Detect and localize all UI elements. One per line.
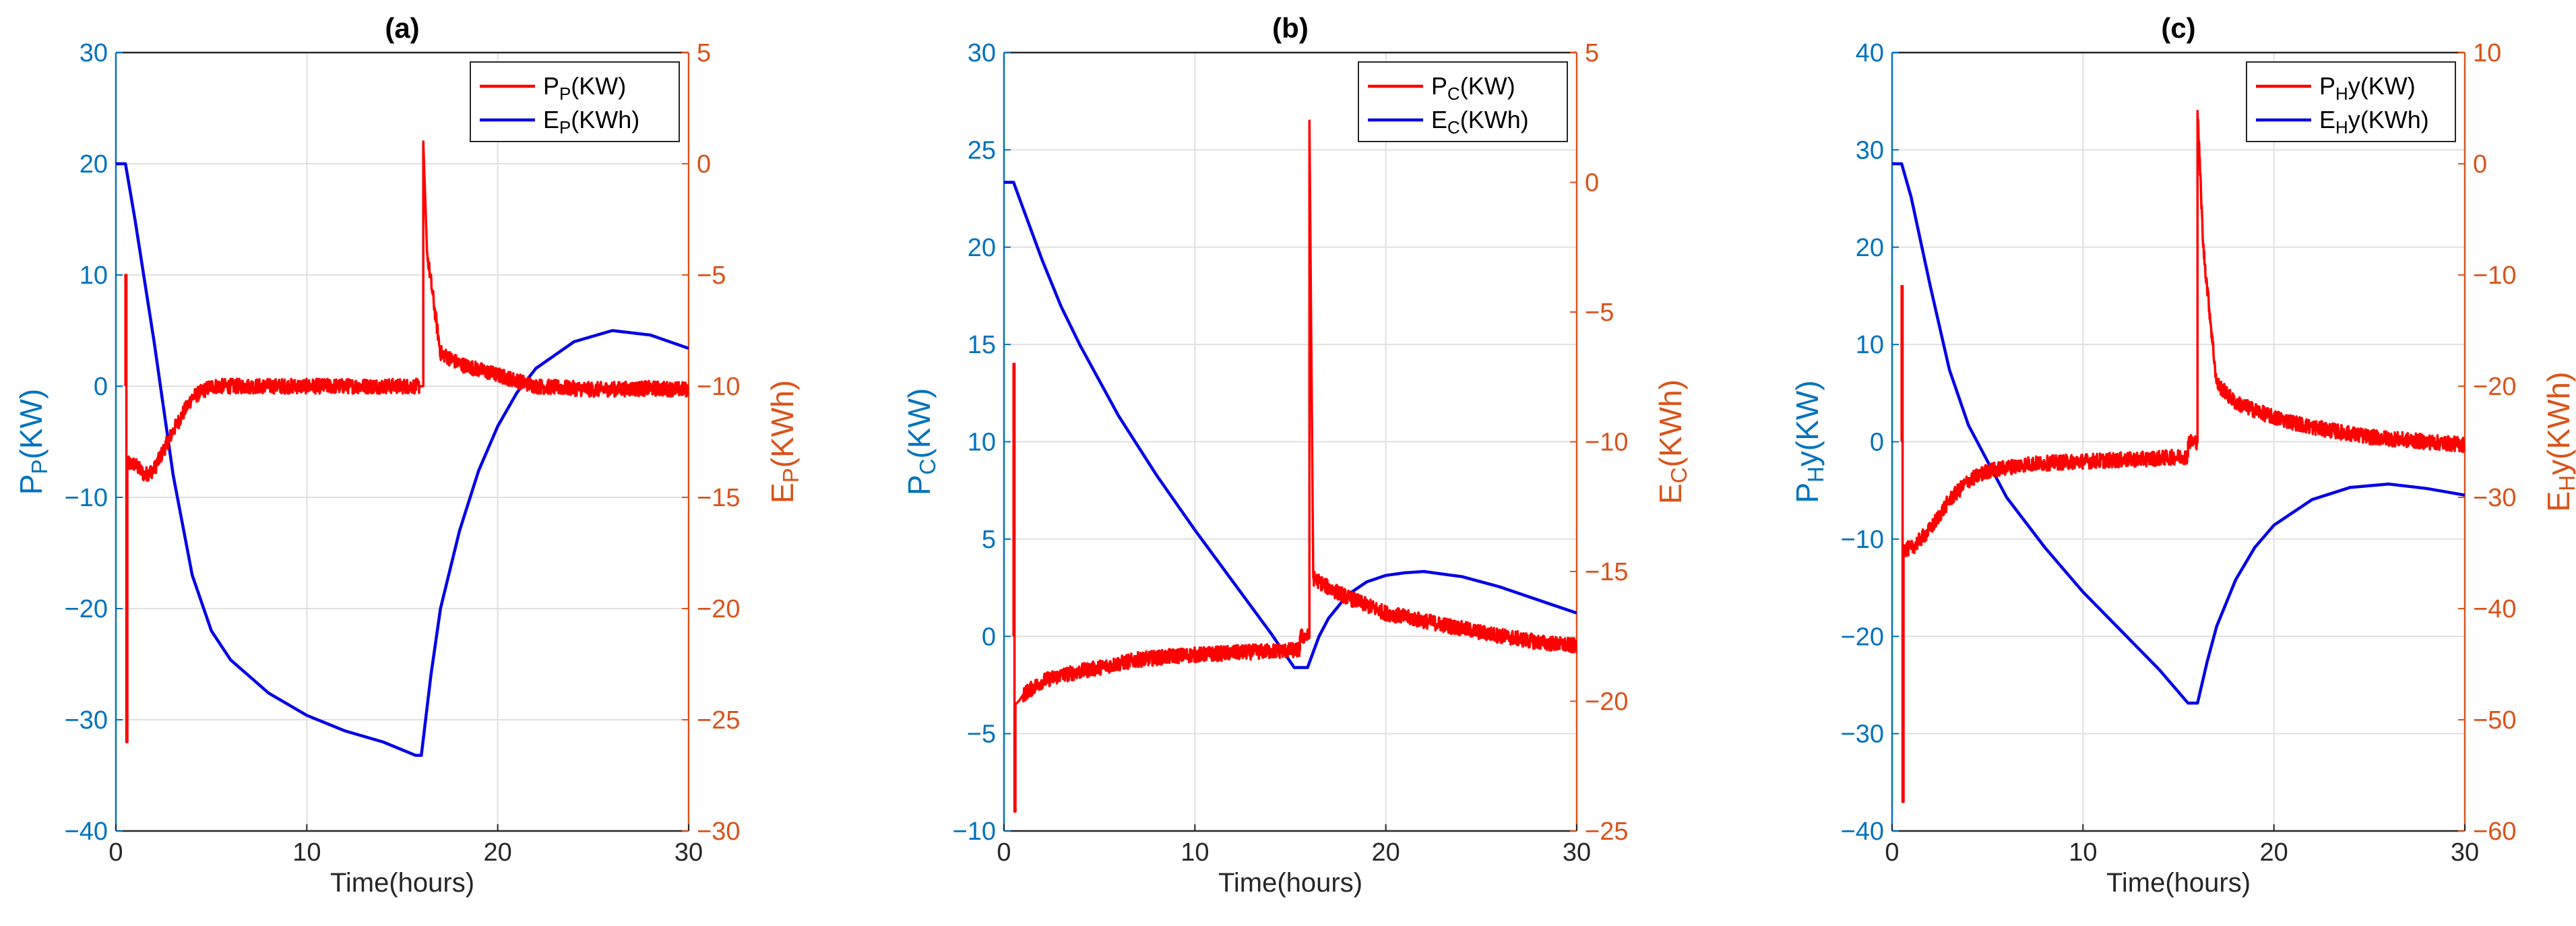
- y-right-tick-label: −40: [2473, 595, 2516, 623]
- plot-area: [1892, 109, 2465, 803]
- y-left-tick-label: 5: [982, 526, 996, 554]
- y-right-tick-label: −10: [697, 373, 740, 401]
- y-axis-right-label: EC(KWh): [1653, 379, 1692, 504]
- chart-title: (c): [2161, 12, 2195, 44]
- y-left-tick-label: 20: [80, 150, 108, 179]
- y-axis-right-label: EHy(KWh): [2541, 372, 2576, 512]
- y-right-tick-label: 10: [2473, 39, 2501, 67]
- y-left-tick-label: 40: [1856, 39, 1884, 67]
- y-right-tick-label: 5: [1585, 39, 1599, 67]
- y-left-tick-label: −20: [1841, 623, 1884, 651]
- x-tick-label: 30: [1563, 838, 1591, 867]
- x-tick-label: 0: [1885, 838, 1899, 867]
- y-left-tick-label: 10: [80, 261, 108, 290]
- y-right-tick-label: −25: [697, 706, 740, 735]
- y-right-tick-label: −15: [1585, 558, 1628, 586]
- y-right-tick-label: −15: [697, 484, 740, 512]
- panel-2: 0 10 20 30−10−5051015202530−25−20−15−10−505…: [902, 12, 1692, 898]
- y-left-tick-label: 10: [1856, 331, 1884, 359]
- y-left-tick-label: −30: [1841, 720, 1884, 749]
- y-right-tick-label: −5: [1585, 299, 1614, 327]
- panel-1: 0 10 20 30−40−30−20−100102030−30−25−20−15−1…: [13, 12, 804, 898]
- y-right-tick-label: −50: [2473, 706, 2516, 735]
- legend-label-power: PHy(KW): [2319, 72, 2416, 104]
- x-tick-label: 10: [292, 838, 321, 867]
- series-power-line: [1900, 109, 2465, 803]
- y-left-tick-label: 30: [968, 39, 996, 67]
- y-left-tick-label: 25: [968, 136, 996, 164]
- series-power-line: [1012, 119, 1577, 813]
- y-left-tick-label: −20: [65, 595, 108, 623]
- x-tick-label: 20: [484, 838, 512, 867]
- y-right-tick-label: −60: [2473, 817, 2516, 846]
- series-power-line: [124, 140, 689, 743]
- chart-title: (b): [1272, 12, 1309, 44]
- y-left-tick-label: 20: [968, 234, 996, 262]
- plot-area: [1004, 119, 1577, 813]
- legend-label-energy: EP(KWh): [543, 106, 639, 137]
- legend-label-energy: EC(KWh): [1431, 106, 1529, 137]
- y-left-tick-label: 10: [968, 429, 996, 457]
- y-left-tick-label: 15: [968, 331, 996, 359]
- y-left-tick-label: −40: [65, 817, 108, 846]
- legend-label-power: PP(KW): [543, 72, 626, 104]
- x-tick-label: 20: [2260, 838, 2288, 867]
- y-left-tick-label: −40: [1841, 817, 1884, 846]
- x-tick-label: 0: [108, 838, 123, 867]
- y-axis-right-label: EP(KWh): [765, 380, 804, 503]
- legend-label-power: PC(KW): [1431, 72, 1515, 104]
- y-left-tick-label: 0: [94, 373, 108, 401]
- y-left-tick-label: 0: [1870, 429, 1884, 457]
- legend: PHy(KW)EHy(KWh): [2246, 61, 2456, 142]
- y-right-tick-label: −20: [697, 595, 740, 623]
- x-axis-label: Time(hours): [2106, 868, 2251, 898]
- y-left-tick-label: 30: [1856, 136, 1884, 164]
- legend: PP(KW)EP(KWh): [470, 61, 680, 142]
- x-tick-label: 30: [2451, 838, 2479, 867]
- x-tick-label: 0: [997, 838, 1011, 867]
- y-left-tick-label: −30: [65, 706, 108, 735]
- panel-3: 0 10 20 30 −40 −30 −20 −10 0 10 20 30 40 −60 −50 −40 −30…: [1790, 12, 2576, 898]
- legend-box: [2246, 61, 2456, 142]
- plot-area: [116, 140, 689, 758]
- y-right-tick-label: 0: [1585, 169, 1599, 197]
- y-right-tick-label: 0: [2473, 150, 2487, 179]
- legend-box: [1358, 61, 1568, 142]
- y-axis-left-label: PP(KW): [13, 389, 53, 495]
- y-right-tick-label: −20: [1585, 688, 1628, 716]
- y-left-tick-label: 0: [982, 623, 996, 651]
- y-left-tick-label: 30: [80, 39, 108, 67]
- y-right-tick-label: −20: [2473, 373, 2516, 401]
- y-right-tick-label: −5: [697, 261, 726, 290]
- chart-title: (a): [385, 12, 419, 44]
- y-axis-left-label: PHy(KW): [1790, 380, 1829, 503]
- y-right-tick-label: −25: [1585, 817, 1628, 846]
- y-right-tick-label: −10: [1585, 429, 1628, 457]
- y-right-tick-label: 5: [697, 39, 711, 67]
- y-left-tick-label: 20: [1856, 234, 1884, 262]
- legend-box: [470, 61, 680, 142]
- y-left-tick-label: −5: [967, 720, 996, 749]
- x-tick-label: 10: [2069, 838, 2097, 867]
- x-tick-label: 10: [1181, 838, 1209, 867]
- x-axis-label: Time(hours): [1218, 868, 1362, 898]
- legend-label-energy: EHy(KWh): [2319, 106, 2429, 137]
- x-tick-label: 20: [1372, 838, 1400, 867]
- series-energy-line: [116, 162, 689, 758]
- y-left-tick-label: −10: [1841, 526, 1884, 554]
- series-energy-line: [1004, 181, 1577, 669]
- y-right-tick-label: −10: [2473, 261, 2516, 290]
- legend: PC(KW)EC(KWh): [1358, 61, 1568, 142]
- x-axis-label: Time(hours): [330, 868, 474, 898]
- y-right-tick-label: 0: [697, 150, 711, 179]
- y-right-tick-label: −30: [2473, 484, 2516, 512]
- y-right-tick-label: −30: [697, 817, 740, 846]
- y-left-tick-label: −10: [953, 817, 996, 846]
- y-left-tick-label: −10: [65, 484, 108, 512]
- y-axis-left-label: PC(KW): [902, 388, 941, 495]
- series-energy-line: [1892, 162, 2465, 705]
- x-tick-label: 30: [674, 838, 703, 867]
